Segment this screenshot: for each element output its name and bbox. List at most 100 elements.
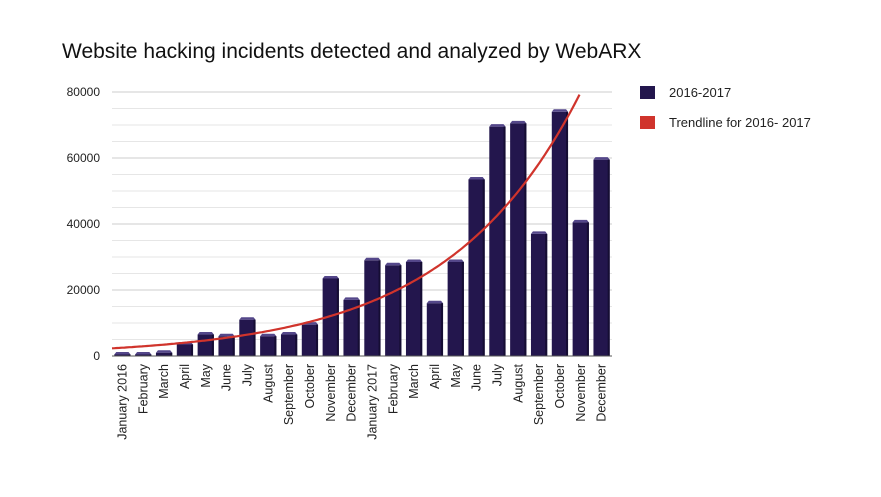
bar-body (551, 111, 569, 356)
bar (385, 262, 402, 356)
bar-body (468, 179, 485, 356)
bar-top-face (280, 332, 298, 335)
bar-body (364, 260, 381, 356)
x-tick-label: November (574, 364, 588, 422)
bar (405, 259, 423, 356)
bar-top-face (447, 259, 464, 262)
bar-body (426, 303, 444, 356)
bar-side-face (524, 123, 527, 356)
y-tick-label: 60000 (67, 151, 101, 165)
bar-body (322, 278, 339, 356)
bar-body (343, 299, 360, 356)
bar-body (114, 354, 131, 356)
bar-side-face (586, 222, 589, 356)
x-axis-ticks: January 2016 February March April May June Jul… (115, 363, 608, 440)
chart-title: Website hacking incidents detected and a… (62, 40, 642, 63)
bar-side-face (503, 126, 506, 357)
bar-body (155, 352, 173, 356)
bar-body (280, 334, 298, 356)
bar (426, 300, 444, 356)
bar-body (385, 265, 402, 356)
x-tick-label: September (532, 364, 546, 425)
x-tick-label: May (199, 363, 213, 387)
legend-label-trendline: Trendline for 2016- 2017 (669, 114, 811, 130)
bar (239, 317, 256, 356)
bar-top-face (364, 257, 381, 261)
legend: 2016-2017 Trendline for 2016- 2017 (640, 84, 811, 144)
bar-top-face (530, 231, 548, 234)
bar (447, 259, 464, 356)
bar-top-face (260, 333, 277, 337)
y-tick-label: 0 (93, 349, 100, 363)
bar-body (405, 261, 423, 356)
x-tick-label: February (136, 363, 150, 414)
legend-swatch-trendline (640, 115, 655, 129)
bar-top-face (343, 297, 360, 300)
legend-item-trendline: Trendline for 2016- 2017 (640, 114, 811, 130)
bar-side-face (441, 303, 444, 356)
bar-side-face (149, 354, 152, 356)
x-tick-label: June (470, 364, 484, 391)
bar-side-face (316, 324, 319, 356)
bar-side-face (399, 265, 402, 356)
bar-top-face (551, 109, 569, 112)
bar-side-face (253, 319, 256, 356)
bar-top-face (135, 352, 152, 355)
x-tick-label: August (261, 363, 275, 402)
bar-top-face (510, 120, 527, 124)
bar-side-face (211, 334, 214, 356)
bar-body (135, 354, 152, 356)
bar (530, 231, 548, 356)
x-tick-label: December (595, 364, 609, 422)
bar-top-face (405, 259, 423, 262)
bar (364, 257, 381, 356)
trendline-path (111, 94, 581, 350)
bar-top-face (489, 124, 506, 127)
gridlines (112, 91, 612, 340)
bar-body (176, 344, 194, 356)
bar-body (301, 324, 319, 356)
x-tick-label: August (511, 363, 525, 402)
y-tick-label: 20000 (67, 283, 101, 297)
bar-body (218, 336, 235, 356)
bar-side-face (191, 344, 194, 356)
x-tick-label: October (303, 364, 317, 408)
bar-body (510, 123, 527, 356)
bar-side-face (461, 261, 464, 356)
bar-side-face (607, 159, 610, 356)
x-tick-label: July (490, 363, 504, 386)
bar (593, 157, 610, 356)
bar-top-face (197, 332, 214, 335)
x-tick-label: October (553, 364, 567, 408)
x-tick-label: April (178, 364, 192, 389)
bar-side-face (295, 334, 298, 356)
y-tick-label: 80000 (67, 85, 101, 99)
bar-body (447, 261, 464, 356)
bar (155, 350, 173, 356)
x-tick-label: January 2016 (115, 364, 129, 440)
bar-top-face (218, 333, 235, 337)
bar (322, 275, 339, 356)
x-tick-label: June (220, 364, 234, 391)
bar-side-face (232, 336, 235, 356)
bar-side-face (566, 111, 569, 356)
bar (572, 219, 589, 356)
bar-body (593, 159, 610, 356)
bar-side-face (128, 354, 131, 356)
bars (114, 109, 610, 357)
x-tick-label: September (282, 364, 296, 425)
bar (135, 352, 152, 356)
bar-top-face (322, 275, 339, 279)
bar-side-face (274, 336, 277, 356)
x-tick-label: May (449, 363, 463, 387)
bar (489, 124, 506, 357)
bar (510, 120, 527, 356)
bar-side-face (336, 278, 339, 356)
legend-label-series: 2016-2017 (669, 84, 732, 100)
bar-top-face (155, 350, 173, 353)
bar (197, 332, 214, 356)
bar-body (489, 126, 506, 357)
bar-body (572, 222, 589, 356)
x-tick-label: March (157, 364, 171, 399)
bar (343, 297, 360, 356)
